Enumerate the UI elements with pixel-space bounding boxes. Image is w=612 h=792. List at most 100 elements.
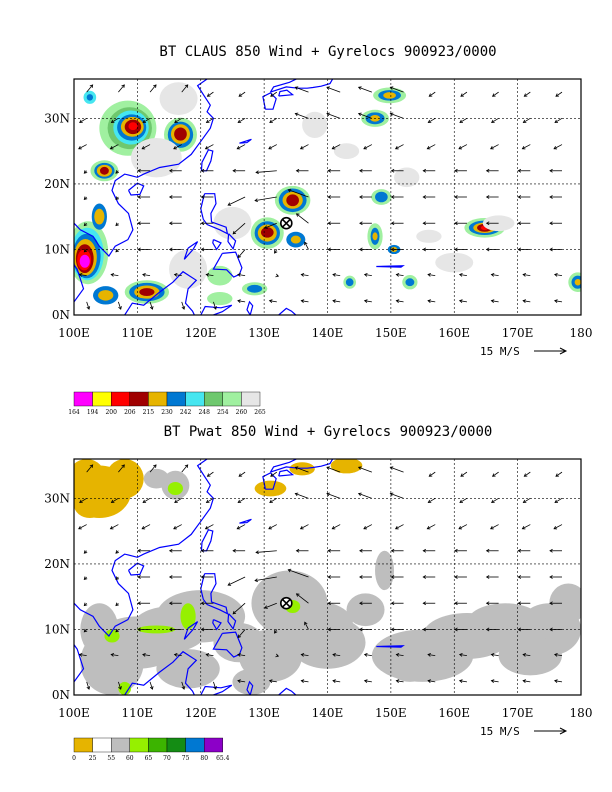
storm-cross: [281, 218, 291, 228]
longitude-label: 110E: [122, 706, 154, 720]
wind-vector: [110, 497, 119, 503]
field-patch: [394, 167, 420, 188]
wind-vector: [390, 601, 404, 606]
wind-vector: [238, 91, 246, 97]
wind-vector: [517, 247, 531, 252]
wind-vector: [204, 144, 214, 150]
wind-vector: [287, 188, 309, 198]
longitude-label: 130E: [248, 326, 280, 340]
legend-label: 265: [254, 409, 266, 416]
wind-vector: [485, 221, 499, 226]
wind-vector: [115, 628, 119, 633]
wind-vector: [294, 112, 309, 119]
coastline-segment: [269, 79, 334, 93]
wind-vector: [83, 550, 88, 554]
latitude-label: 0N: [52, 308, 70, 322]
wind-vector: [232, 602, 246, 615]
wind-vector: [173, 144, 182, 150]
field-patch: [79, 254, 90, 268]
legend-label: 70: [163, 755, 171, 762]
coastline-segment: [200, 304, 233, 315]
longitude-label: 160E: [438, 706, 470, 720]
legend-swatch: [129, 737, 149, 753]
wind-vector: [422, 575, 436, 579]
coastline-segment: [200, 529, 214, 552]
wind-vector: [268, 299, 277, 303]
wind-vector: [83, 576, 88, 580]
wind-vector: [460, 91, 468, 97]
legend-swatch: [129, 391, 149, 407]
legend-label: 55: [107, 755, 115, 762]
wind-vector: [110, 117, 119, 123]
wind-vector: [137, 601, 151, 606]
wind-vector: [295, 548, 309, 553]
wind-vector: [332, 272, 341, 277]
wind-vector: [200, 601, 214, 606]
wind-vector: [300, 679, 309, 683]
field-patch: [174, 127, 187, 141]
wind-vector: [327, 168, 341, 173]
wind-vector: [137, 195, 151, 199]
coastline-segment: [239, 518, 252, 524]
wind-vector: [554, 497, 563, 503]
field-patch: [180, 603, 196, 630]
coastline-segment: [239, 138, 252, 144]
wind-vector: [213, 301, 217, 310]
coastline-segment: [127, 182, 145, 196]
wind-vector: [168, 627, 182, 632]
wind-vector: [390, 627, 404, 632]
wind-vector: [549, 247, 562, 252]
wind-vector: [549, 627, 562, 632]
wind-vector: [115, 196, 119, 200]
wind-vector: [428, 471, 436, 477]
reference-vector: 15 M/S: [480, 345, 568, 358]
wind-vector: [394, 144, 404, 150]
field-patch: [372, 232, 378, 241]
wind-vector: [359, 548, 372, 553]
wind-vector: [490, 299, 499, 303]
field-patch: [254, 480, 287, 497]
wind-vector: [200, 247, 214, 252]
wind-vector: [275, 273, 280, 278]
wind-vector: [390, 548, 404, 553]
latitude-label: 20N: [44, 177, 70, 191]
wind-vector: [549, 601, 562, 606]
field-patch: [375, 550, 395, 591]
wind-vector: [268, 679, 277, 683]
storm-marker: [280, 596, 293, 610]
wind-vector: [115, 576, 119, 580]
wind-vector: [522, 117, 531, 123]
wind-vector: [458, 679, 467, 683]
wind-vector: [200, 221, 214, 226]
wind-vector: [332, 652, 341, 657]
wind-vector: [86, 84, 94, 93]
wind-vector: [490, 524, 499, 530]
wind-vector: [422, 601, 436, 606]
legend-swatch: [110, 737, 130, 753]
wind-vector: [304, 241, 309, 250]
field-patch: [137, 625, 176, 634]
wind-vector: [115, 550, 119, 554]
wind-vector: [327, 548, 341, 553]
field-patch: [94, 208, 105, 225]
wind-vector: [109, 144, 119, 150]
wind-vector: [390, 247, 404, 252]
coastline-segment: [74, 459, 215, 683]
longitude-label: 100E: [58, 706, 90, 720]
wind-vector: [294, 86, 309, 93]
wind-vector: [168, 575, 182, 579]
wind-vector: [237, 652, 246, 657]
coastline-segment: [262, 92, 277, 110]
wind-vector: [78, 524, 87, 530]
wind-vector: [137, 168, 151, 173]
wind-vector: [395, 272, 404, 277]
wind-vector: [181, 681, 186, 690]
wind-vector: [357, 492, 372, 499]
wind-vector: [236, 524, 246, 530]
coastline-segment: [124, 270, 198, 315]
field-patch: [247, 284, 263, 293]
panel-title: BT Pwat 850 Wind + Gyrelocs 900923/0000: [164, 424, 493, 440]
wind-vector: [168, 168, 182, 173]
wind-vector: [118, 84, 125, 93]
coastline-segment: [200, 684, 233, 695]
